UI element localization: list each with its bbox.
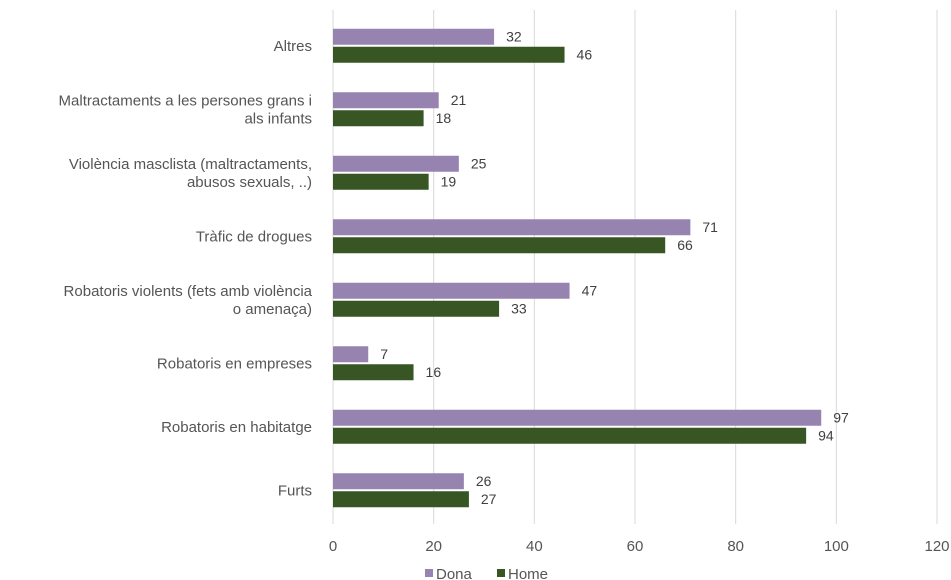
bar-home (333, 237, 666, 254)
category-label: Robatoris en empreses (157, 355, 312, 372)
legend: Dona Home (425, 566, 548, 580)
x-tick-label: 80 (727, 538, 744, 555)
gridlines (332, 10, 938, 524)
bar-dona (333, 155, 459, 172)
data-label: 27 (481, 491, 497, 507)
category-label: Tràfic de drogues (196, 228, 312, 245)
category-label: Maltractaments a les persones grans i (59, 92, 312, 109)
data-labels: 32 46 21 18 25 19 71 66 47 33 7 16 97 94 26 27 (380, 28, 849, 507)
bar-dona (333, 473, 464, 490)
bar-home (333, 46, 565, 63)
category-label: Robatoris en habitatge (161, 419, 312, 436)
x-tick-label: 120 (924, 538, 949, 555)
data-label: 71 (702, 219, 718, 235)
legend-swatch-home (497, 569, 505, 577)
data-label: 19 (441, 173, 457, 189)
data-label: 16 (426, 364, 442, 380)
data-label: 25 (471, 155, 487, 171)
x-tick-label: 100 (824, 538, 849, 555)
category-label: o amenaça) (233, 301, 312, 318)
category-label: Furts (278, 482, 312, 499)
bars (333, 28, 822, 508)
bar-dona (333, 409, 822, 426)
bar-home (333, 364, 414, 381)
bar-home (333, 173, 429, 190)
data-label: 32 (506, 28, 522, 44)
data-label: 21 (451, 92, 467, 108)
data-label: 33 (511, 300, 527, 316)
category-label: Robatoris violents (fets amb violència (64, 283, 313, 300)
bar-dona (333, 282, 570, 299)
category-label: abusos sexuals, ..) (187, 174, 312, 191)
bar-dona (333, 28, 495, 45)
bar-dona (333, 219, 691, 236)
data-label: 26 (476, 473, 492, 489)
category-label: als infants (244, 110, 312, 127)
legend-label: Dona (436, 566, 473, 580)
data-label: 94 (818, 427, 834, 443)
data-label: 97 (833, 409, 849, 425)
data-label: 66 (677, 237, 693, 253)
bar-home (333, 110, 424, 127)
data-label: 47 (582, 282, 598, 298)
bar-dona (333, 92, 439, 109)
bar-home (333, 300, 500, 317)
bar-dona (333, 346, 369, 363)
x-tick-label: 40 (526, 538, 543, 555)
data-label: 18 (436, 110, 452, 126)
data-label: 7 (380, 346, 388, 362)
x-tick-label: 0 (329, 538, 337, 555)
category-labels: Altres Maltractaments a les persones gran… (59, 38, 313, 500)
category-label: Altres (274, 38, 312, 55)
category-label: Violència masclista (maltractaments, (69, 156, 312, 173)
legend-swatch-dona (425, 569, 433, 577)
data-label: 46 (577, 46, 593, 62)
legend-label: Home (508, 566, 548, 580)
bar-home (333, 427, 807, 444)
x-axis-ticks: 0 20 40 60 80 100 120 (329, 538, 950, 555)
x-tick-label: 20 (425, 538, 442, 555)
bar-home (333, 491, 469, 508)
x-tick-label: 60 (627, 538, 644, 555)
